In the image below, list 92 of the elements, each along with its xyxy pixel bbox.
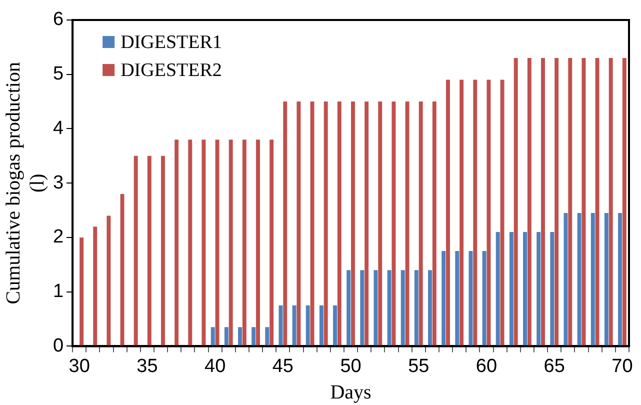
bar xyxy=(405,102,410,346)
bar xyxy=(283,102,288,346)
bar xyxy=(120,194,124,346)
bar xyxy=(608,58,613,346)
bar xyxy=(432,102,436,346)
bar xyxy=(161,156,165,346)
bar xyxy=(554,58,559,346)
bar xyxy=(378,102,382,346)
bar xyxy=(577,213,582,346)
bar xyxy=(270,140,274,346)
bar xyxy=(215,140,220,346)
bar xyxy=(174,140,179,346)
bar xyxy=(106,216,111,346)
bar xyxy=(442,251,446,346)
y-tick-label: 4 xyxy=(52,118,64,139)
y-tick-label: 6 xyxy=(52,9,64,30)
bar xyxy=(536,232,541,346)
bar xyxy=(364,102,369,346)
bar xyxy=(228,140,233,346)
bar xyxy=(202,140,206,346)
bar xyxy=(238,327,242,346)
bar xyxy=(242,140,246,346)
bar xyxy=(337,102,342,346)
bar xyxy=(374,270,378,346)
x-tick-label: 45 xyxy=(272,356,294,377)
bar xyxy=(468,251,473,346)
bar xyxy=(622,58,626,346)
x-tick-label: 40 xyxy=(204,356,226,377)
bar xyxy=(306,305,310,346)
bar xyxy=(618,213,622,346)
bar xyxy=(604,213,608,346)
bar xyxy=(514,58,518,346)
y-tick-label: 1 xyxy=(52,281,64,302)
bar xyxy=(80,237,84,346)
bar xyxy=(428,270,432,346)
bar xyxy=(500,80,504,346)
bar xyxy=(296,102,301,346)
x-axis-title: Days xyxy=(330,381,372,404)
bar xyxy=(460,80,464,346)
bar xyxy=(256,140,260,346)
x-tick-label: 60 xyxy=(476,356,498,377)
x-tick-label: 30 xyxy=(68,356,90,377)
bar xyxy=(392,102,396,346)
bar xyxy=(400,270,405,346)
bar xyxy=(482,251,486,346)
bar xyxy=(446,80,450,346)
bar xyxy=(414,270,418,346)
y-axis-title: Cumulative biogas production (l) xyxy=(2,62,48,304)
bar xyxy=(324,102,328,346)
x-tick-label: 70 xyxy=(612,356,633,377)
x-tick-label: 35 xyxy=(136,356,158,377)
bar xyxy=(333,305,337,346)
bar xyxy=(473,80,478,346)
bar xyxy=(147,156,152,346)
bar xyxy=(93,226,98,346)
bar xyxy=(486,80,491,346)
bar xyxy=(387,270,392,346)
bar xyxy=(590,213,595,346)
bar xyxy=(310,102,314,346)
bar xyxy=(568,58,572,346)
bar xyxy=(292,305,296,346)
bar xyxy=(418,102,423,346)
y-tick-label: 3 xyxy=(52,172,64,194)
legend-label: DIGESTER2 xyxy=(120,60,222,81)
bar xyxy=(527,58,532,346)
bar xyxy=(523,232,527,346)
y-tick-label: 0 xyxy=(52,335,64,356)
bar xyxy=(252,327,256,346)
bar xyxy=(134,156,138,346)
bar xyxy=(595,58,600,346)
bar xyxy=(210,327,215,346)
y-tick-label: 5 xyxy=(52,64,64,85)
legend-label: DIGESTER1 xyxy=(120,32,222,53)
x-tick-label: 55 xyxy=(408,356,430,377)
bar xyxy=(351,102,355,346)
bar xyxy=(509,232,514,346)
bar xyxy=(224,327,228,346)
bar xyxy=(278,305,283,346)
bar xyxy=(582,58,586,346)
bar xyxy=(319,305,324,346)
bar xyxy=(346,270,351,346)
x-tick-label: 65 xyxy=(544,356,565,377)
bar xyxy=(360,270,364,346)
bar xyxy=(541,58,545,346)
bar xyxy=(455,251,460,346)
y-tick-label: 2 xyxy=(52,226,64,248)
bar xyxy=(564,213,568,346)
bar xyxy=(550,232,554,346)
x-tick-label: 50 xyxy=(340,356,362,377)
bar xyxy=(496,232,500,346)
bar xyxy=(265,327,270,346)
bar xyxy=(188,140,192,346)
